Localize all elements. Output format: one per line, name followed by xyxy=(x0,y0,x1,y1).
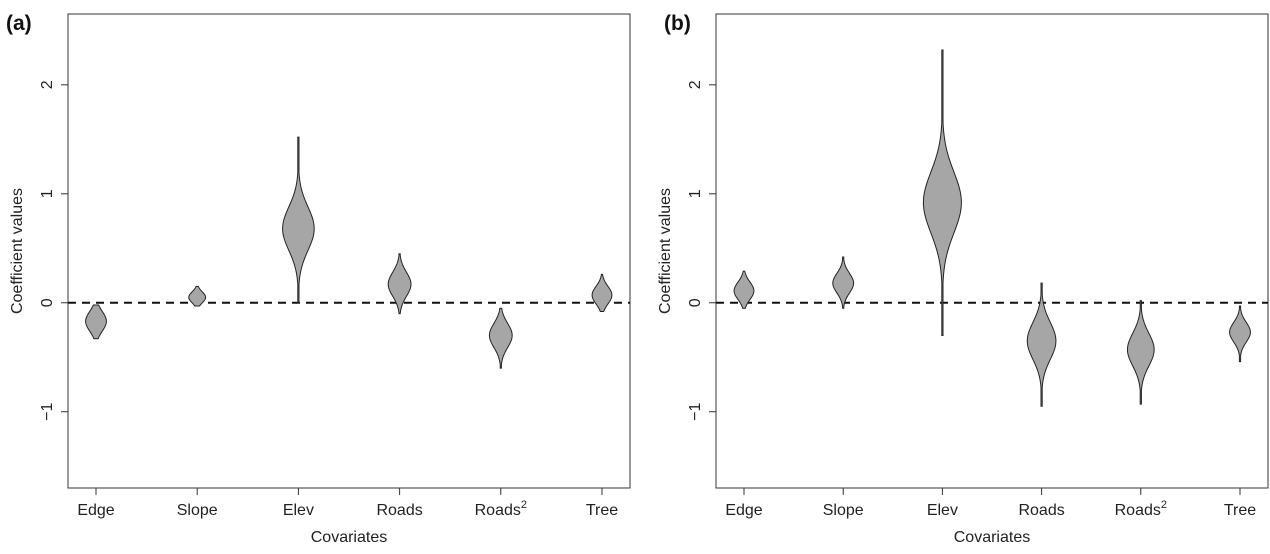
y-axis-title: Coefficient values xyxy=(9,188,26,314)
x-tick-label: Tree xyxy=(1224,502,1256,519)
x-tick-label: Tree xyxy=(586,502,618,519)
panel-a: (a) −1 0 1 2 Coefficient values Edge Slope Elev R… xyxy=(6,12,631,546)
violin-edge xyxy=(85,304,107,340)
y-tick-label: 2 xyxy=(39,80,56,89)
x-axis-title: Covariates xyxy=(954,529,1030,546)
x-tick-label: Edge xyxy=(725,502,762,519)
y-tick-label: 0 xyxy=(687,298,704,307)
plot-frame xyxy=(67,13,631,489)
x-tick-label: Roads xyxy=(376,502,422,519)
x-tick-label: Slope xyxy=(177,502,218,519)
x-tick-label: Roads xyxy=(1018,502,1064,519)
violin-elev xyxy=(922,49,962,336)
violin-tree xyxy=(591,273,613,312)
violin-edge xyxy=(733,270,755,309)
y-tick-label: 1 xyxy=(687,189,704,198)
x-tick-label: Roads2 xyxy=(475,499,527,519)
violin-roads xyxy=(1026,282,1057,407)
violin-slope xyxy=(188,285,207,307)
plot-frame xyxy=(715,13,1269,489)
violin-roads-squared xyxy=(488,307,513,369)
x-tick-superscript: 2 xyxy=(521,499,527,511)
y-tick-label: −1 xyxy=(39,403,56,421)
x-tick-label: Elev xyxy=(927,502,958,519)
violin-elev xyxy=(282,136,315,304)
x-tick-label: Slope xyxy=(823,502,864,519)
x-axis-title: Covariates xyxy=(311,529,387,546)
violin-roads xyxy=(387,253,412,315)
x-tick-label: Roads2 xyxy=(1115,499,1167,519)
violin-roads-squared xyxy=(1126,300,1155,405)
y-tick-label: −1 xyxy=(687,403,704,421)
panel-letter: (b) xyxy=(664,12,691,35)
y-tick-label: 1 xyxy=(39,189,56,198)
panel-b: (b) −1 0 1 2 Coefficient values Edge Slope Elev R… xyxy=(657,12,1269,546)
y-tick-label: 2 xyxy=(687,80,704,89)
panel-letter: (a) xyxy=(6,12,32,35)
y-axis-title: Coefficient values xyxy=(657,188,674,314)
x-tick-label: Elev xyxy=(283,502,314,519)
y-tick-label: 0 xyxy=(39,298,56,307)
x-tick-label: Edge xyxy=(77,502,114,519)
x-tick-superscript: 2 xyxy=(1161,499,1167,511)
violin-tree xyxy=(1229,305,1251,363)
violin-slope xyxy=(832,256,855,309)
